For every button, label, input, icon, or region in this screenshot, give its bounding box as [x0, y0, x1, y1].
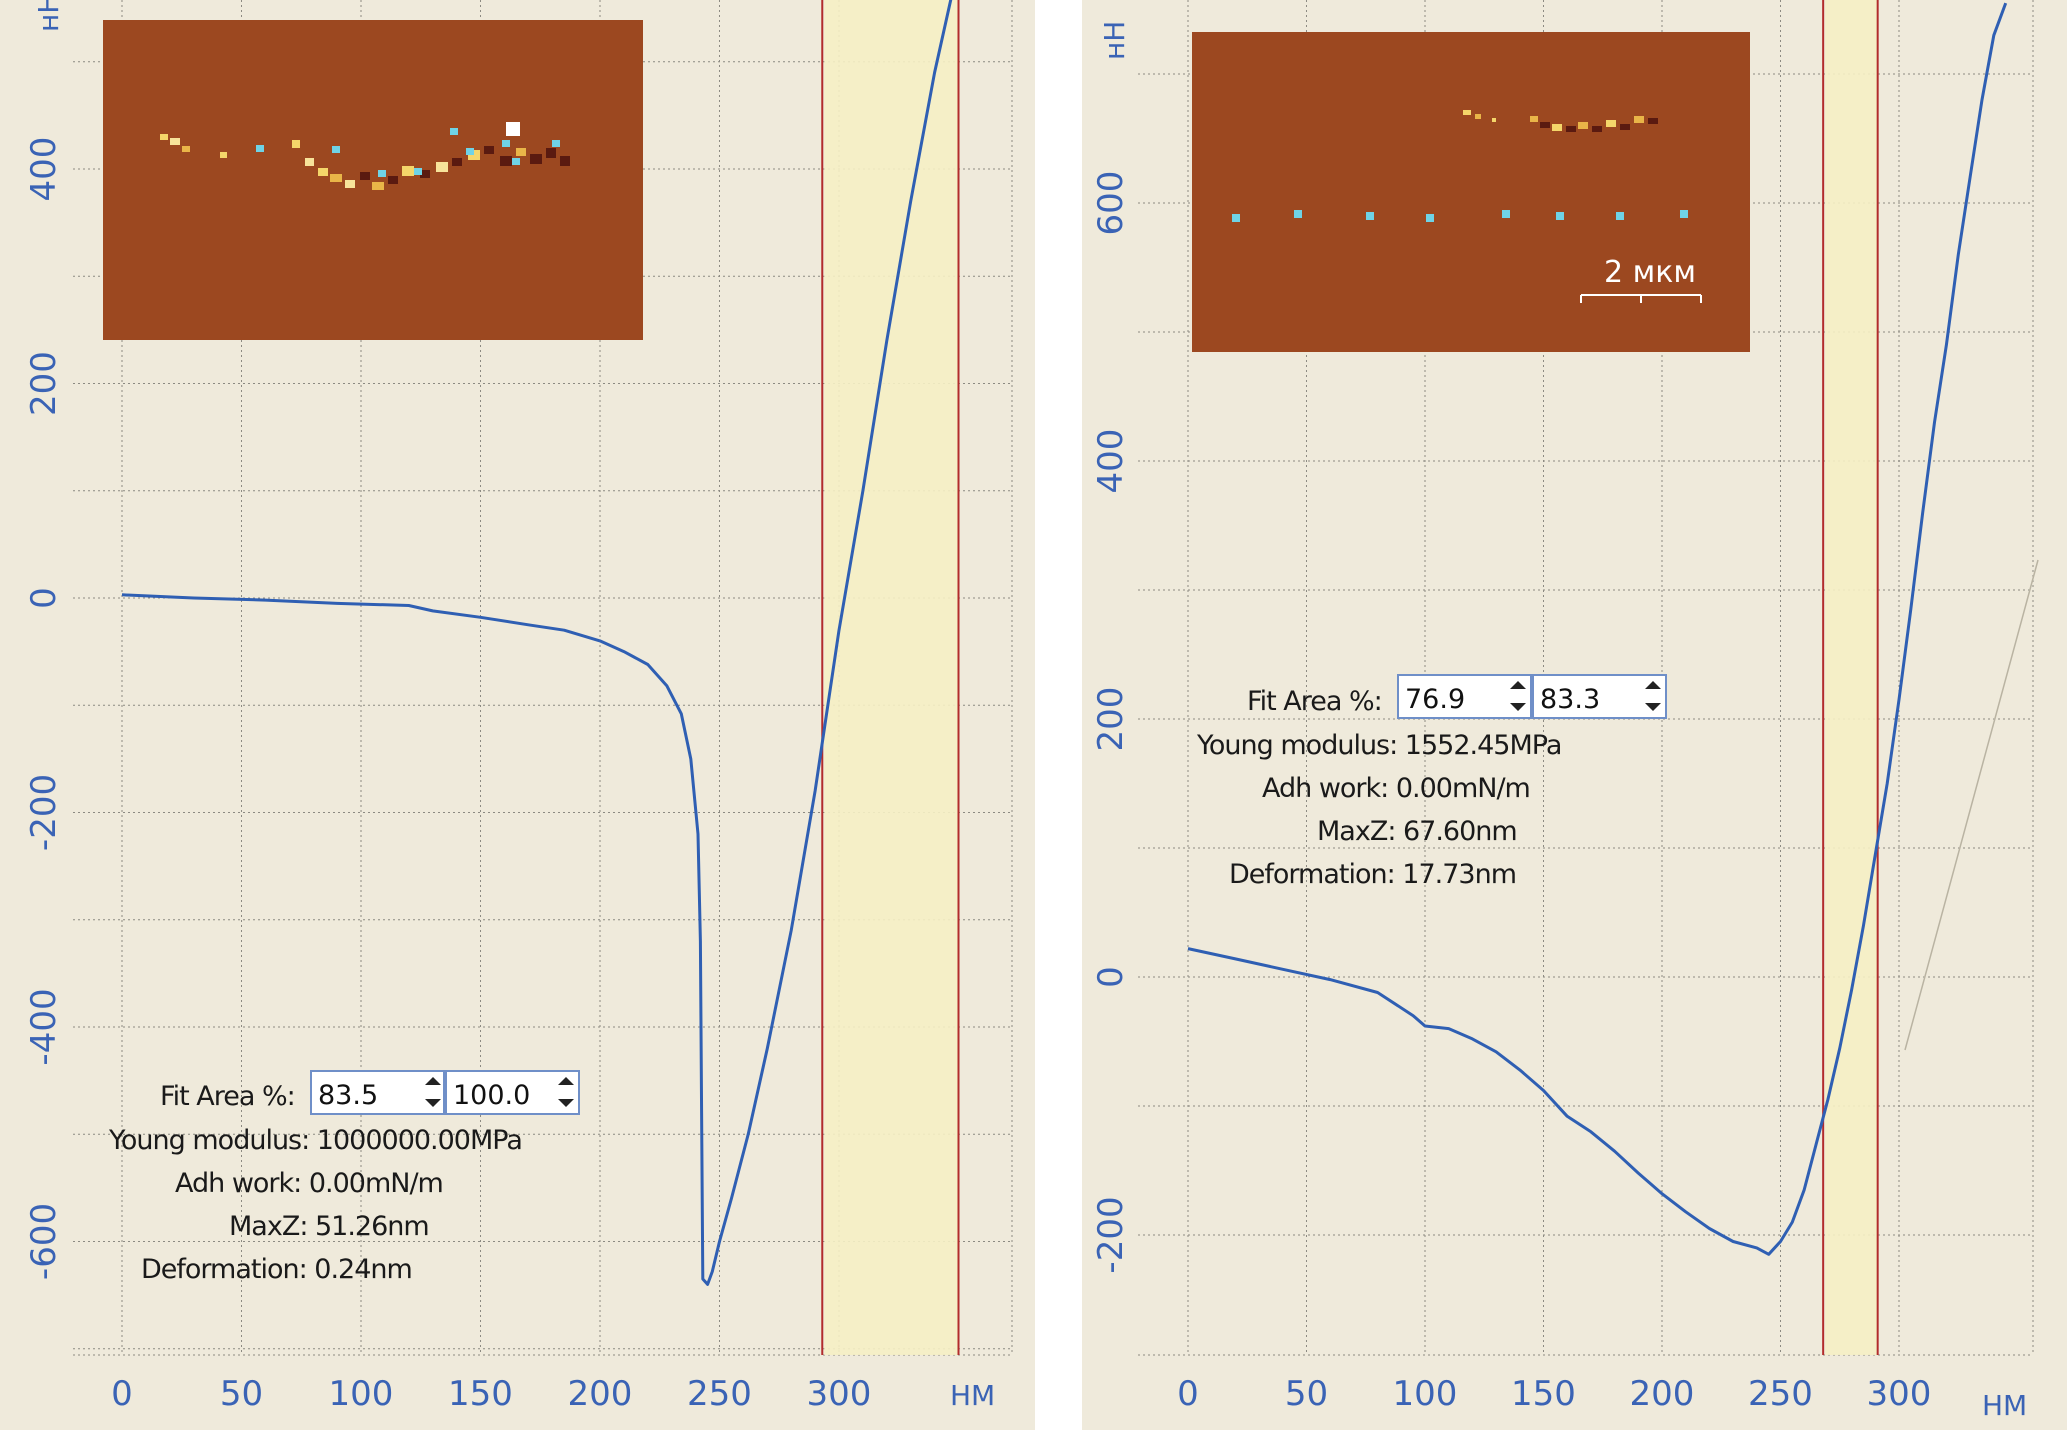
x-tick-label: 150 — [1511, 1374, 1576, 1414]
right-fit-area-to-value[interactable]: 83.3 — [1540, 684, 1600, 715]
left-deformation: Deformation: 0.24nm — [141, 1254, 412, 1285]
x-tick-label: 300 — [807, 1374, 872, 1414]
right-afm-image-inset: 2 мкм — [1192, 32, 1750, 352]
x-tick-label: 250 — [687, 1374, 752, 1414]
left-fit-area-band — [824, 0, 959, 1355]
left-force-curve — [121, 0, 953, 1286]
right-scale-bar — [1580, 294, 1702, 303]
right-fit-area-from-arrows[interactable] — [1510, 681, 1526, 711]
left-force-curve-panel: 0 50 100 150 200 250 300 -600 -400 -200 0 200 400 Н… — [0, 0, 1035, 1430]
x-tick-label: 100 — [329, 1374, 394, 1414]
y-tick-label: 600 — [1091, 171, 1131, 236]
right-afm-features — [1232, 110, 1688, 222]
y-tick-label: -200 — [24, 774, 64, 851]
right-force-curve — [1187, 2, 2008, 1256]
right-force-curve-panel: 0 50 100 150 200 250 300 -200 0 200 400 600 НМ нН — [1082, 0, 2067, 1430]
left-fit-area-to-arrows[interactable] — [558, 1077, 574, 1107]
right-y-tick-labels: -200 0 200 400 600 — [1091, 171, 1131, 1274]
left-y-axis-unit: нН — [32, 0, 65, 32]
x-tick-label: 250 — [1748, 1374, 1813, 1414]
left-y-tick-labels: -600 -400 -200 0 200 400 — [24, 137, 64, 1281]
left-fit-area-label: Fit Area %: — [160, 1081, 295, 1112]
right-fit-area-band — [1825, 0, 1878, 1355]
x-tick-label: 150 — [448, 1374, 513, 1414]
right-scale-bar-label: 2 мкм — [1604, 255, 1696, 290]
right-fit-area-to-spinner[interactable] — [1532, 674, 1667, 719]
right-afm-image — [1192, 32, 1750, 352]
x-tick-label: 300 — [1867, 1374, 1932, 1414]
left-fit-area-from-arrows[interactable] — [425, 1077, 441, 1107]
left-fit-area-from-value[interactable]: 83.5 — [318, 1080, 378, 1111]
y-tick-label: -600 — [24, 1203, 64, 1280]
y-tick-label: 0 — [24, 587, 64, 609]
right-fit-area-from-value[interactable]: 76.9 — [1405, 684, 1465, 715]
left-afm-image — [103, 20, 643, 340]
y-tick-label: 200 — [1091, 687, 1131, 752]
right-x-tick-labels: 0 50 100 150 200 250 300 — [1177, 1374, 1931, 1414]
right-hertz-fit-line — [1904, 559, 2039, 1051]
x-tick-label: 50 — [1285, 1374, 1328, 1414]
left-fit-area-to-value[interactable]: 100.0 — [453, 1080, 530, 1111]
x-tick-label: 100 — [1393, 1374, 1458, 1414]
y-tick-label: 0 — [1091, 966, 1131, 988]
right-young-modulus: Young modulus: 1552.45MPa — [1196, 730, 1561, 761]
left-young-modulus: Young modulus: 1000000.00MPa — [108, 1125, 522, 1156]
right-deformation: Deformation: 17.73nm — [1229, 859, 1516, 890]
left-afm-image-inset — [103, 20, 643, 340]
right-fit-area-to-arrows[interactable] — [1645, 681, 1661, 711]
right-y-axis-unit: нН — [1098, 21, 1131, 60]
y-tick-label: -400 — [24, 988, 64, 1065]
left-afm-features — [160, 122, 570, 190]
right-fit-info-panel: Fit Area %: 76.9 83.3 Young modulus: 155… — [1196, 674, 1667, 890]
right-adh-work: Adh work: 0.00mN/m — [1262, 773, 1530, 804]
x-tick-label: 200 — [568, 1374, 633, 1414]
left-adh-work: Adh work: 0.00mN/m — [175, 1168, 443, 1199]
right-fit-area-from-spinner[interactable] — [1397, 674, 1532, 719]
x-tick-label: 50 — [220, 1374, 263, 1414]
left-fit-area-to-spinner[interactable] — [445, 1070, 580, 1115]
x-tick-label: 0 — [111, 1374, 133, 1414]
y-tick-label: 400 — [1091, 429, 1131, 494]
x-tick-label: 200 — [1630, 1374, 1695, 1414]
right-x-axis-unit: НМ — [1982, 1389, 2027, 1422]
y-tick-label: 200 — [24, 351, 64, 416]
left-x-axis-unit: НМ — [950, 1379, 995, 1412]
y-tick-label: -200 — [1091, 1196, 1131, 1273]
left-fit-area-from-spinner[interactable] — [310, 1070, 445, 1115]
left-maxz: MaxZ: 51.26nm — [229, 1211, 429, 1242]
right-maxz: MaxZ: 67.60nm — [1317, 816, 1517, 847]
left-fit-info-panel: Fit Area %: 83.5 100.0 Young modulus: 10… — [108, 1070, 580, 1285]
right-fit-area-label: Fit Area %: — [1247, 686, 1382, 717]
x-tick-label: 0 — [1177, 1374, 1199, 1414]
left-x-tick-labels: 0 50 100 150 200 250 300 — [111, 1374, 871, 1414]
y-tick-label: 400 — [24, 137, 64, 202]
